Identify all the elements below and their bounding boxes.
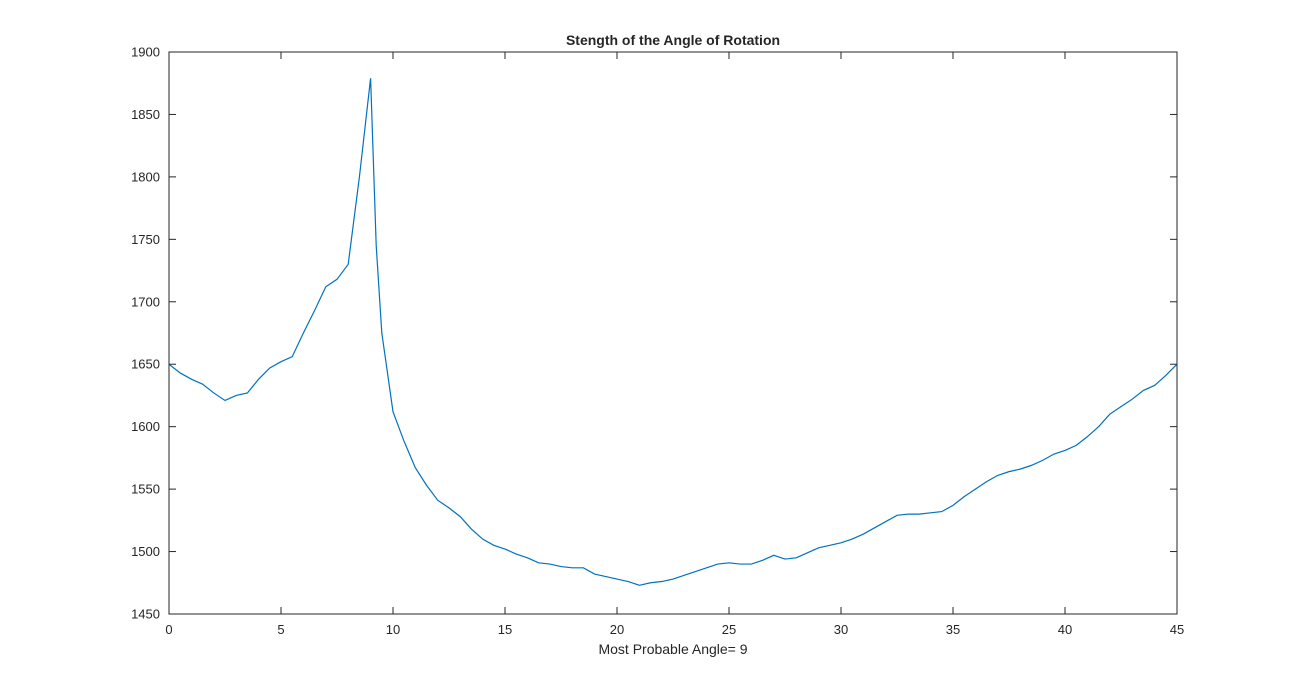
y-tick-label: 1900 <box>131 45 160 60</box>
x-tick-label: 45 <box>1170 622 1184 637</box>
y-tick-label: 1500 <box>131 544 160 559</box>
axis-ticks: 0 5 10 15 20 25 30 35 40 45 1450 1500 1550 1600 1650 17… <box>131 45 1184 638</box>
x-tick-label: 20 <box>610 622 624 637</box>
axes-frame <box>168 51 1178 615</box>
plot-area <box>169 52 1177 614</box>
x-tick-label: 15 <box>498 622 512 637</box>
x-tick-label: 40 <box>1058 622 1072 637</box>
x-tick-label: 35 <box>946 622 960 637</box>
x-tick-label: 30 <box>834 622 848 637</box>
x-axis-label: Most Probable Angle= 9 <box>598 641 747 657</box>
y-tick-label: 1850 <box>131 107 160 122</box>
x-tick-label: 25 <box>722 622 736 637</box>
x-tick-label: 5 <box>277 622 284 637</box>
y-tick-label: 1700 <box>131 294 160 309</box>
chart-title: Stength of the Angle of Rotation <box>566 32 780 48</box>
x-tick-label: 0 <box>165 622 172 637</box>
x-tick-label: 10 <box>386 622 400 637</box>
y-tick-label: 1450 <box>131 607 160 622</box>
series-line <box>168 78 1178 586</box>
y-tick-label: 1800 <box>131 169 160 184</box>
y-tick-label: 1650 <box>131 357 160 372</box>
y-tick-label: 1750 <box>131 232 160 247</box>
y-tick-label: 1600 <box>131 419 160 434</box>
y-tick-label: 1550 <box>131 482 160 497</box>
